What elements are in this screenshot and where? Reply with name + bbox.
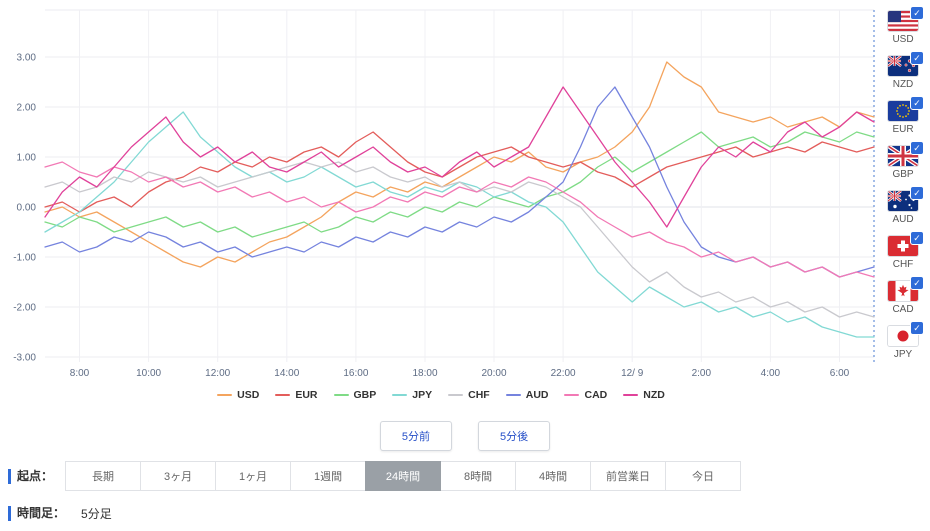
period-tab-8[interactable]: 今日 <box>665 461 742 491</box>
period-tab-4-selected[interactable]: 24時間 <box>365 461 442 491</box>
svg-text:18:00: 18:00 <box>412 368 437 379</box>
currency-code-label: GBP <box>892 169 914 180</box>
legend-label: NZD <box>643 389 665 401</box>
period-tab-2[interactable]: 1ヶ月 <box>215 461 292 491</box>
legend-label: JPY <box>412 389 433 401</box>
currency-code-label: CAD <box>892 304 914 315</box>
legend-color-swatch <box>392 394 408 396</box>
chf-flag-icon: ✓ <box>888 231 924 256</box>
legend-item-chf[interactable]: CHF <box>448 389 490 401</box>
svg-text:3.00: 3.00 <box>17 53 37 64</box>
svg-text:-1.00: -1.00 <box>13 253 36 264</box>
legend-color-swatch <box>275 394 291 396</box>
currency-toggle-aud[interactable]: ✓ AUD <box>888 186 924 231</box>
legend-item-eur[interactable]: EUR <box>275 389 318 401</box>
svg-text:10:00: 10:00 <box>136 368 161 379</box>
svg-text:2.00: 2.00 <box>17 103 37 114</box>
svg-text:1.00: 1.00 <box>17 153 37 164</box>
period-tab-5[interactable]: 8時間 <box>440 461 517 491</box>
period-tab-1[interactable]: 3ヶ月 <box>140 461 217 491</box>
currency-code-label: JPY <box>893 349 913 360</box>
legend-item-aud[interactable]: AUD <box>505 389 549 401</box>
svg-text:12/ 9: 12/ 9 <box>621 368 644 379</box>
currency-toggle-usd[interactable]: ✓ USD <box>888 6 924 51</box>
svg-text:6:00: 6:00 <box>830 368 850 379</box>
legend-item-usd[interactable]: USD <box>217 389 259 401</box>
legend-color-swatch <box>217 394 233 396</box>
nzd-flag-icon: ✓ <box>888 51 924 76</box>
currency-code-label: EUR <box>892 124 914 135</box>
legend-label: GBP <box>353 389 377 401</box>
checkbox-checked-icon[interactable]: ✓ <box>910 141 924 155</box>
checkbox-checked-icon[interactable]: ✓ <box>910 51 924 65</box>
origin-label: 起点： <box>8 468 53 484</box>
period-tab-group: 長期 3ヶ月 1ヶ月 1週間 24時間 8時間 4時間 前営業日 今日 <box>65 461 742 491</box>
timeframe-row: 時間足： 5分足 <box>8 505 112 522</box>
currency-toggle-gbp[interactable]: ✓ GBP <box>888 141 924 186</box>
svg-text:20:00: 20:00 <box>481 368 506 379</box>
currency-code-label: NZD <box>892 79 914 90</box>
svg-text:8:00: 8:00 <box>70 368 90 379</box>
checkbox-checked-icon[interactable]: ✓ <box>910 276 924 290</box>
currency-toggle-nzd[interactable]: ✓ NZD <box>888 51 924 96</box>
gbp-flag-icon: ✓ <box>888 141 924 166</box>
svg-text:0.00: 0.00 <box>17 203 37 214</box>
timeframe-label: 時間足： <box>8 506 65 521</box>
legend-color-swatch <box>623 394 639 396</box>
legend-color-swatch <box>564 394 580 396</box>
legend-item-jpy[interactable]: JPY <box>392 389 432 401</box>
svg-text:4:00: 4:00 <box>761 368 781 379</box>
legend-item-cad[interactable]: CAD <box>564 389 607 401</box>
period-tab-6[interactable]: 4時間 <box>515 461 592 491</box>
checkbox-checked-icon[interactable]: ✓ <box>910 231 924 245</box>
svg-text:22:00: 22:00 <box>551 368 576 379</box>
legend-label: CAD <box>584 389 608 401</box>
checkbox-checked-icon[interactable]: ✓ <box>910 321 924 335</box>
legend-color-swatch <box>505 394 521 396</box>
svg-text:12:00: 12:00 <box>205 368 230 379</box>
chart-nav-buttons: 5分前 5分後 <box>0 421 930 451</box>
period-tab-0[interactable]: 長期 <box>65 461 142 491</box>
currency-code-label: CHF <box>892 259 914 270</box>
currency-toggle-cad[interactable]: ✓ CAD <box>888 276 924 321</box>
currency-toggle-jpy[interactable]: ✓ JPY <box>888 321 924 366</box>
chart-legend: USD EUR GBP JPY CHF AUD CAD NZD <box>0 389 882 401</box>
period-tab-3[interactable]: 1週間 <box>290 461 367 491</box>
svg-text:16:00: 16:00 <box>343 368 368 379</box>
timeframe-value: 5分足 <box>81 507 112 521</box>
jpy-flag-icon: ✓ <box>888 321 924 346</box>
origin-row: 起点： 長期 3ヶ月 1ヶ月 1週間 24時間 8時間 4時間 前営業日 今日 <box>8 461 742 491</box>
checkbox-checked-icon[interactable]: ✓ <box>910 6 924 20</box>
svg-text:2:00: 2:00 <box>692 368 712 379</box>
legend-label: CHF <box>468 389 490 401</box>
currency-toggle-eur[interactable]: ✓ EUR <box>888 96 924 141</box>
legend-item-nzd[interactable]: NZD <box>623 389 665 401</box>
eur-flag-icon: ✓ <box>888 96 924 121</box>
period-tab-7[interactable]: 前営業日 <box>590 461 667 491</box>
strength-chart[interactable]: 3.00 2.00 1.00 0.00 -1.00 -2.00 -3.00 8:00 10:00… <box>0 0 882 384</box>
legend-label: AUD <box>525 389 549 401</box>
checkbox-checked-icon[interactable]: ✓ <box>910 186 924 200</box>
legend-color-swatch <box>448 394 464 396</box>
legend-color-swatch <box>333 394 349 396</box>
currency-sidebar: ✓ USD ✓ NZD ✓ EUR ✓ GBP <box>878 6 928 366</box>
cad-flag-icon: ✓ <box>888 276 924 301</box>
aud-flag-icon: ✓ <box>888 186 924 211</box>
svg-text:14:00: 14:00 <box>274 368 299 379</box>
legend-label: EUR <box>295 389 318 401</box>
currency-code-label: AUD <box>892 214 914 225</box>
currency-toggle-chf[interactable]: ✓ CHF <box>888 231 924 276</box>
forward-5min-button[interactable]: 5分後 <box>478 421 551 451</box>
legend-label: USD <box>237 389 260 401</box>
currency-code-label: USD <box>892 34 914 45</box>
checkbox-checked-icon[interactable]: ✓ <box>910 96 924 110</box>
usd-flag-icon: ✓ <box>888 6 924 31</box>
legend-item-gbp[interactable]: GBP <box>333 389 377 401</box>
svg-text:-3.00: -3.00 <box>13 353 36 364</box>
back-5min-button[interactable]: 5分前 <box>379 421 452 451</box>
svg-text:-2.00: -2.00 <box>13 303 36 314</box>
